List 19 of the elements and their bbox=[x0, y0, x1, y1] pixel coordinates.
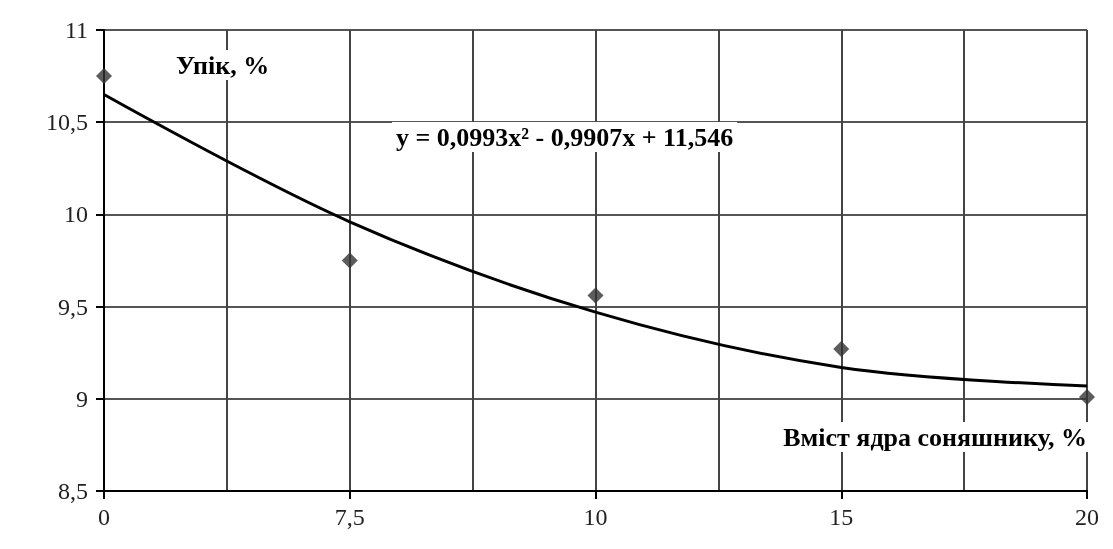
annotation: y = 0,0993x² - 0,9907x + 11,546 bbox=[396, 122, 734, 152]
x-axis-title: Вміст ядра соняшнику, % bbox=[783, 422, 1088, 452]
y-tick-label: 8,5 bbox=[58, 478, 88, 504]
x-tick-label: 0 bbox=[98, 504, 110, 530]
y-tick-label: 9,5 bbox=[58, 293, 88, 320]
point bbox=[587, 287, 604, 304]
x-tick-label: 7,5 bbox=[334, 504, 365, 530]
point bbox=[341, 252, 358, 269]
y-tick-label: 10 bbox=[64, 201, 88, 228]
x-tick-label: 10 bbox=[583, 504, 608, 530]
y-axis-title: Упік, % bbox=[176, 50, 270, 80]
point bbox=[833, 341, 850, 358]
x-tick-label: 15 bbox=[829, 504, 854, 530]
y-tick-label: 9 bbox=[76, 385, 88, 412]
point bbox=[1079, 388, 1095, 405]
x-tick-label: 20 bbox=[1075, 504, 1099, 530]
y-tick-label: 11 bbox=[64, 17, 88, 43]
point bbox=[96, 68, 112, 85]
y-tick-label: 10,5 bbox=[46, 109, 88, 136]
